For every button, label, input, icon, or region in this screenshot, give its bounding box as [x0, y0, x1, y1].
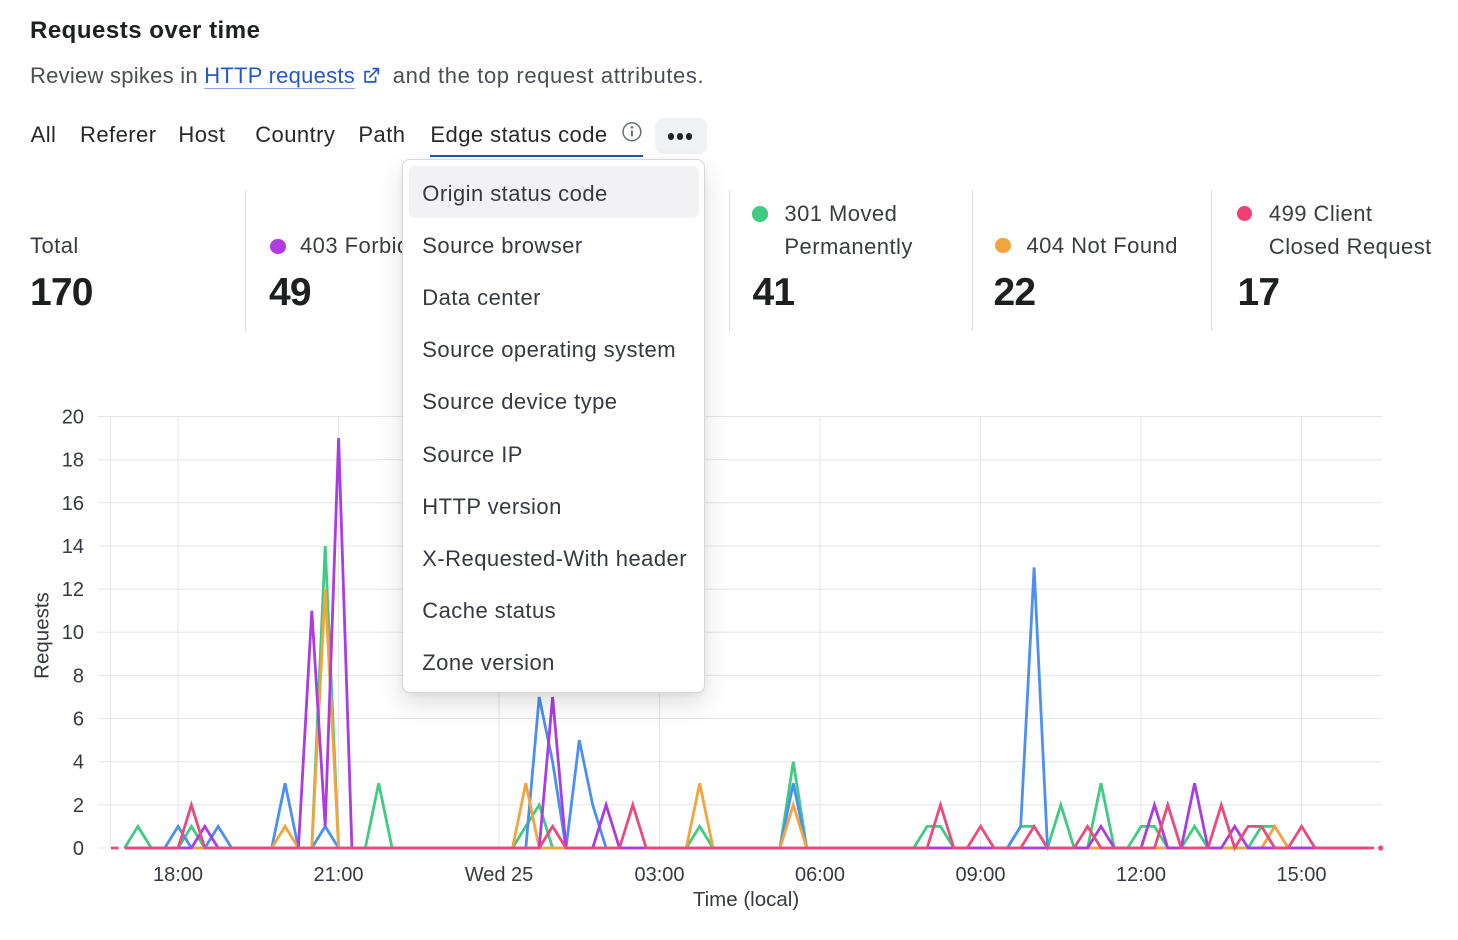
svg-text:Wed 25: Wed 25 — [465, 864, 534, 886]
svg-text:Requests: Requests — [31, 592, 54, 679]
svg-text:6: 6 — [73, 709, 84, 731]
svg-text:12: 12 — [62, 579, 84, 601]
svg-text:4: 4 — [73, 752, 84, 774]
svg-text:03:00: 03:00 — [634, 864, 684, 886]
svg-text:16: 16 — [62, 493, 84, 515]
svg-text:12:00: 12:00 — [1116, 864, 1166, 886]
svg-text:0: 0 — [73, 838, 84, 860]
svg-text:2: 2 — [73, 795, 84, 817]
svg-text:8: 8 — [73, 665, 84, 687]
svg-text:14: 14 — [62, 536, 84, 558]
svg-text:09:00: 09:00 — [955, 864, 1005, 886]
svg-text:Time (local): Time (local) — [693, 888, 799, 911]
svg-text:18: 18 — [62, 450, 84, 472]
svg-text:20: 20 — [62, 407, 84, 429]
svg-text:15:00: 15:00 — [1276, 864, 1326, 886]
svg-text:18:00: 18:00 — [153, 864, 203, 886]
svg-text:06:00: 06:00 — [795, 864, 845, 886]
svg-text:10: 10 — [62, 622, 84, 644]
svg-text:21:00: 21:00 — [313, 864, 363, 886]
